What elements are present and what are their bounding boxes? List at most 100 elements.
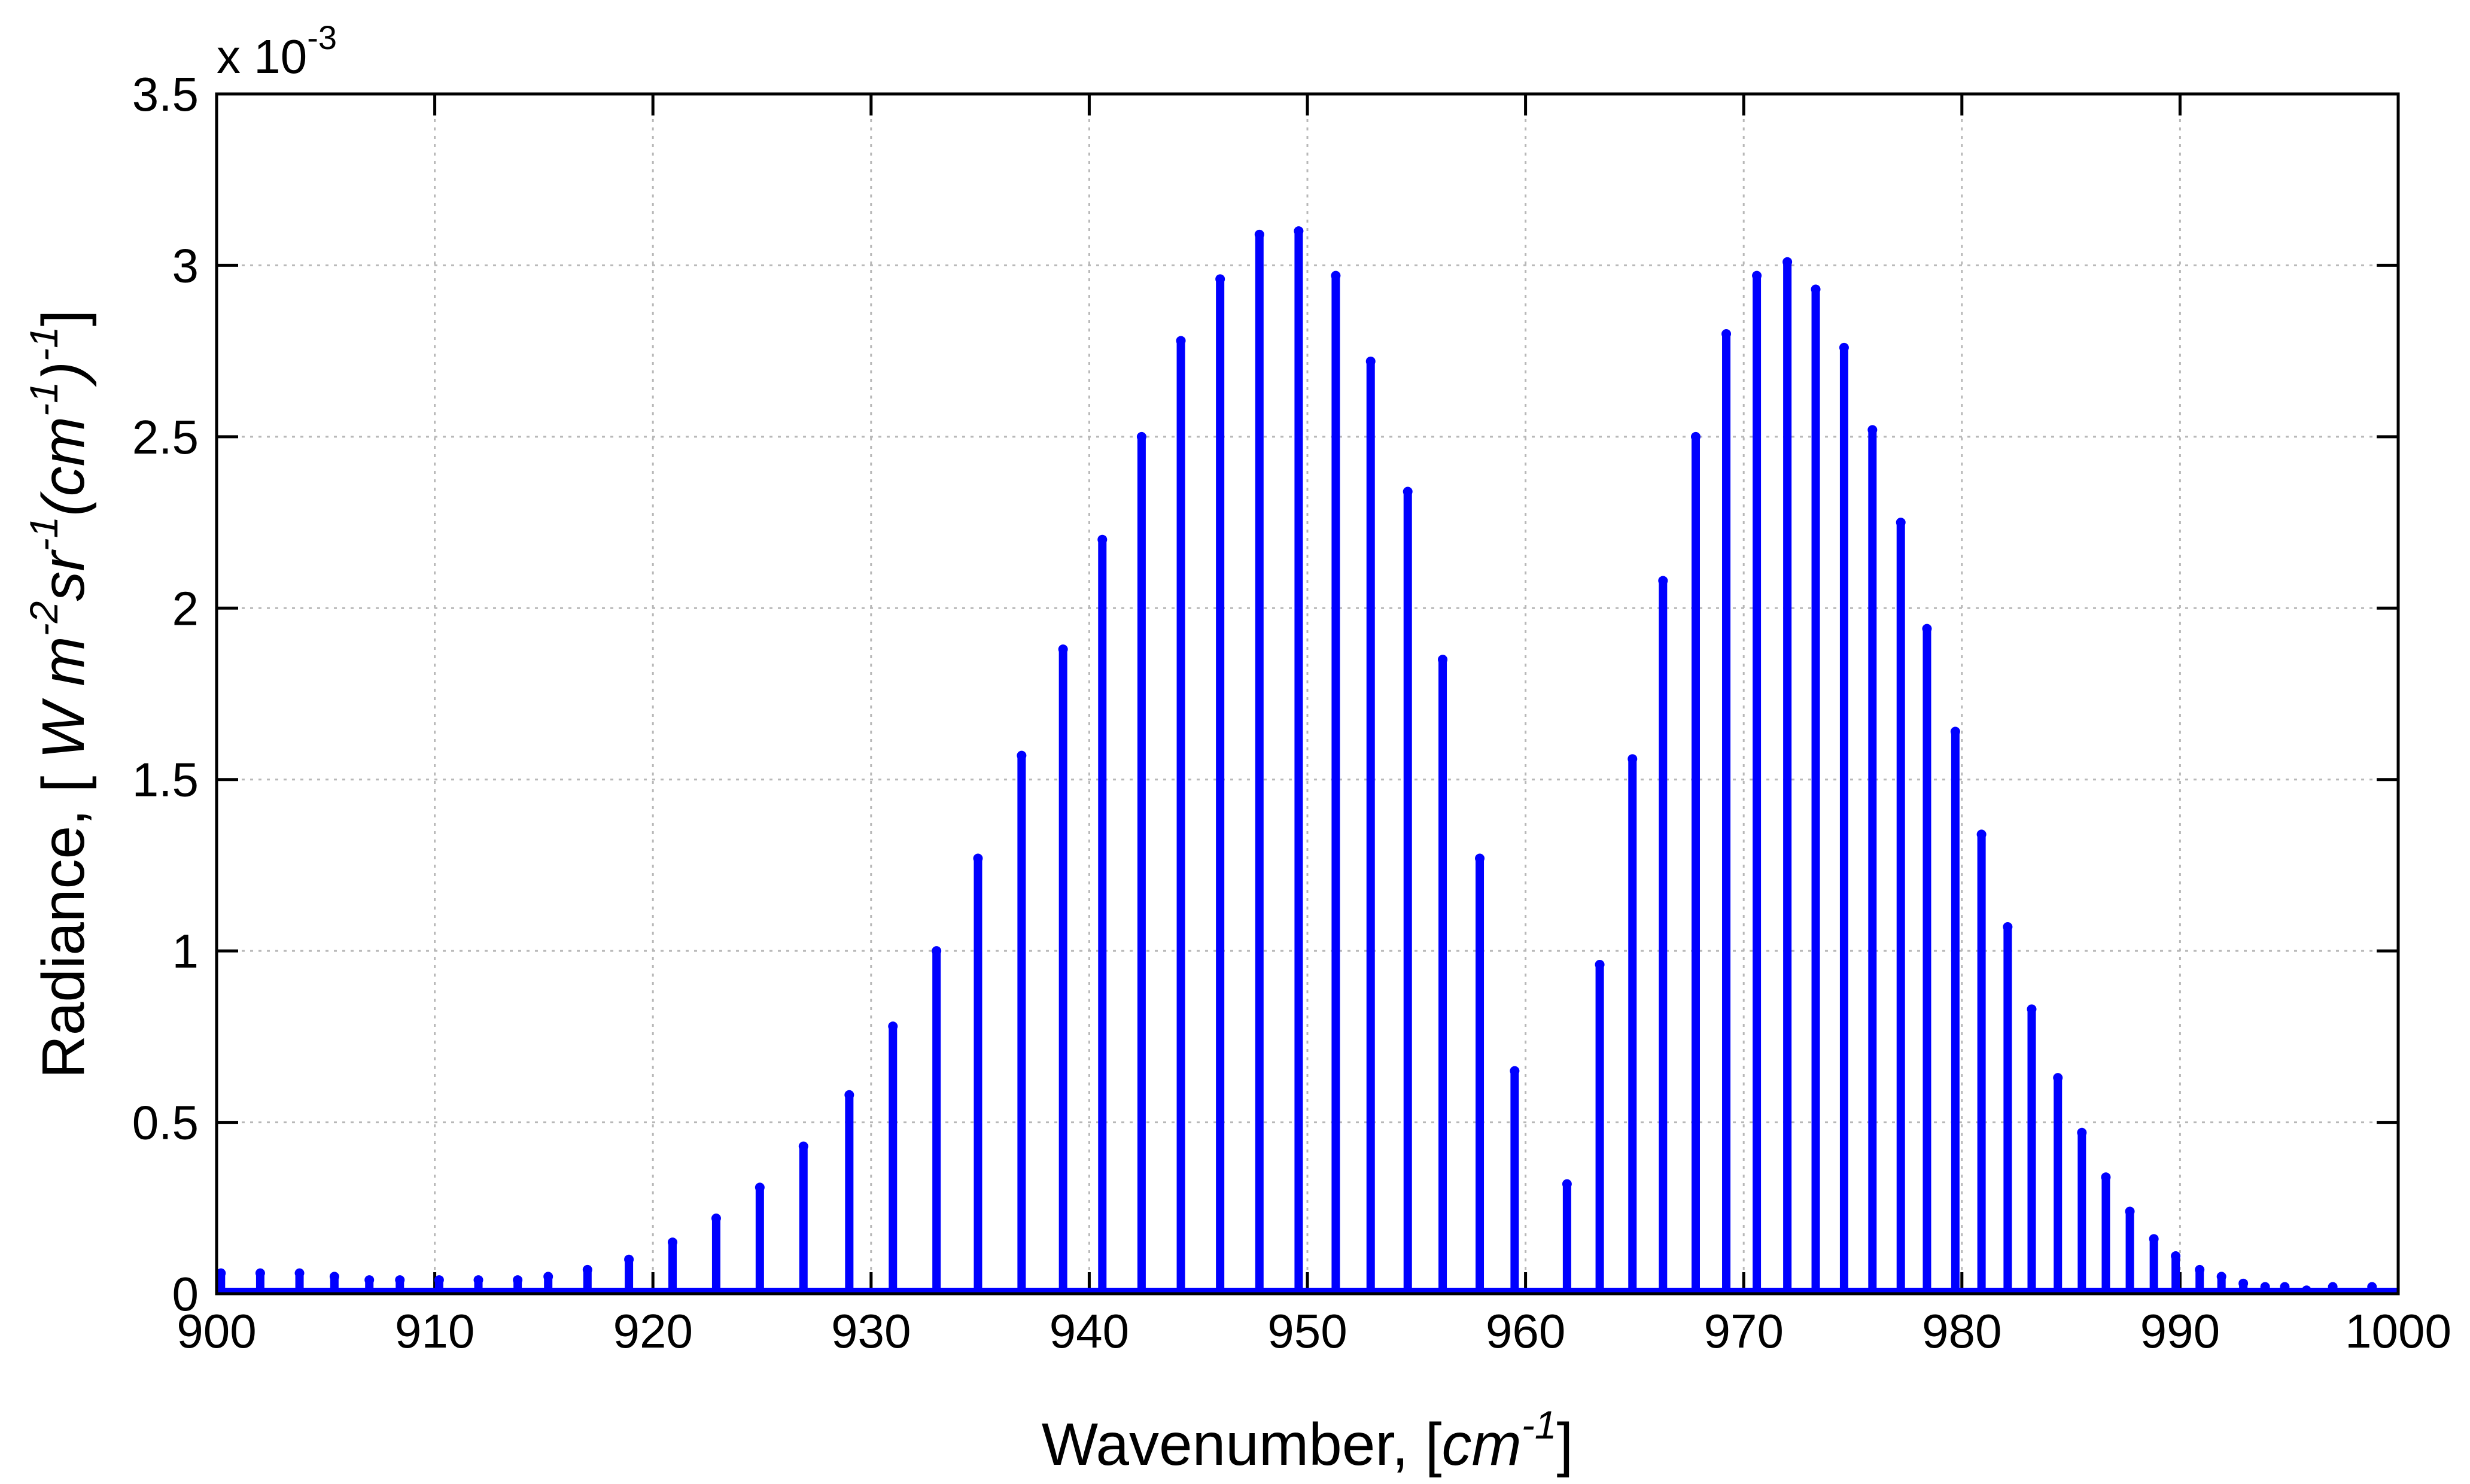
y-tick-label: 1.5	[132, 753, 199, 807]
x-title-prefix: Wavenumber, [	[1042, 1411, 1442, 1478]
spectral-line-point	[1097, 534, 1108, 545]
spectral-line-point	[668, 1237, 678, 1248]
spectral-line-point	[1976, 829, 1987, 840]
spectral-line-point	[798, 1141, 808, 1151]
spectral-line-point	[2149, 1234, 2159, 1244]
y-tick-label: 0	[172, 1267, 199, 1321]
spectral-line-point	[1690, 431, 1701, 442]
spectral-line-point	[364, 1275, 375, 1285]
spectral-line-point	[434, 1275, 444, 1285]
y-tick-label: 2.5	[132, 410, 199, 464]
x-tick-label: 940	[1050, 1304, 1129, 1358]
spectral-line-point	[1403, 486, 1413, 497]
spectral-line-point	[1562, 1179, 1572, 1189]
spectral-line-point	[1839, 342, 1849, 352]
spectral-line-point	[513, 1275, 523, 1285]
exponent-power: -3	[307, 19, 337, 56]
y-tick-label: 3	[172, 239, 199, 292]
spectral-line-point	[2328, 1282, 2338, 1292]
spectral-line-point	[1811, 284, 1821, 294]
y-tick-label: 1	[172, 925, 199, 978]
y-title-cm: (cm	[30, 416, 97, 516]
spectral-line-point	[2053, 1073, 2063, 1083]
spectral-line-point	[2260, 1282, 2270, 1292]
spectral-line-point	[1510, 1066, 1520, 1076]
series-layer	[216, 226, 2398, 1296]
spectral-line-point	[395, 1275, 405, 1285]
plot-frame	[215, 92, 2400, 1296]
spectral-line-point	[2367, 1282, 2377, 1292]
y-tick-labels: 0 0.5 1 1.5 2 2.5 3 3.5	[132, 68, 199, 1321]
spectral-line-point	[2238, 1278, 2249, 1288]
spectral-line-point	[1215, 274, 1225, 284]
spectral-line-point	[543, 1272, 553, 1282]
x-title-exponent: -1	[1522, 1403, 1557, 1447]
spectral-line-point	[1867, 425, 1878, 435]
spectral-line-point	[2077, 1127, 2087, 1138]
spectral-line-point	[1782, 257, 1793, 267]
spectral-line-point	[1896, 518, 1906, 528]
x-tick-label: 950	[1267, 1304, 1347, 1358]
spectral-line-point	[582, 1264, 592, 1275]
x-title-unit: cm	[1442, 1411, 1522, 1478]
x-tick-label: 990	[2140, 1304, 2220, 1358]
x-title-suffix: ]	[1557, 1411, 1574, 1478]
spectral-line-point	[932, 946, 942, 956]
x-axis-title: Wavenumber, [cm-1]	[1042, 1403, 1574, 1478]
ticks-layer	[215, 92, 2400, 1296]
spectral-line-point	[2195, 1264, 2205, 1275]
spectral-line-point	[255, 1268, 265, 1278]
y-title-exp1: -2	[22, 601, 66, 637]
spectral-line-point	[755, 1182, 765, 1193]
spectral-line-point	[216, 1268, 226, 1278]
spectral-line-point	[2027, 1004, 2037, 1014]
spectral-line-point	[1176, 336, 1186, 346]
y-tick-label: 0.5	[132, 1096, 199, 1150]
spectral-line-point	[1058, 644, 1068, 655]
spectral-line-point	[294, 1268, 305, 1278]
spectral-line-point	[844, 1090, 854, 1100]
y-tick-label: 2	[172, 582, 199, 635]
spectral-line-point	[1922, 624, 1932, 634]
x-tick-labels: 900 910 920 930 940 950 960 970 980 990 1000	[177, 1304, 2451, 1358]
spectral-line-point	[2216, 1272, 2226, 1282]
spectral-line-point	[1294, 226, 1304, 236]
spectral-line-point	[2125, 1206, 2135, 1217]
y-title-exp4: -1	[22, 326, 66, 361]
y-title-suffix: ]	[30, 310, 97, 327]
spectral-line-point	[1438, 655, 1448, 665]
y-title-w: W m	[30, 636, 97, 759]
x-tick-label: 910	[395, 1304, 474, 1358]
x-tick-label: 900	[177, 1304, 256, 1358]
spectral-line-point	[973, 853, 983, 863]
spectral-line-point	[2101, 1172, 2111, 1182]
spectral-line-point	[1331, 270, 1341, 281]
x-tick-label: 970	[1704, 1304, 1783, 1358]
x-tick-label: 920	[613, 1304, 692, 1358]
spectral-line-point	[1365, 356, 1376, 366]
spectral-line-point	[711, 1213, 721, 1223]
x-tick-label: 980	[1922, 1304, 2001, 1358]
spectral-line-point	[624, 1254, 634, 1264]
y-tick-label: 3.5	[132, 68, 199, 121]
spectral-line-point	[1017, 750, 1027, 761]
y-axis-title: Radiance, [ W m-2sr-1(cm-1)-1]	[22, 310, 97, 1079]
exponent-base: x 10	[217, 30, 307, 83]
grid-layer	[215, 93, 2399, 1295]
spectral-line-point	[1658, 576, 1668, 586]
x-tick-label: 960	[1486, 1304, 1565, 1358]
spectral-line-point	[1595, 960, 1605, 970]
x-tick-label: 930	[831, 1304, 911, 1358]
x-tick-label: 1000	[2345, 1304, 2451, 1358]
spectral-line-point	[1136, 431, 1146, 442]
spectral-line-point	[1721, 329, 1732, 339]
y-title-exp2: -1	[22, 516, 66, 552]
spectral-line-point	[2280, 1282, 2290, 1292]
y-title-prefix: Radiance, [	[30, 759, 97, 1079]
y-title-exp3: -1	[22, 381, 66, 416]
spectral-line-point	[1475, 853, 1485, 863]
spectral-line-point	[2171, 1251, 2181, 1261]
spectral-line-point	[2003, 922, 2013, 932]
spectral-line-point	[1950, 726, 1960, 737]
